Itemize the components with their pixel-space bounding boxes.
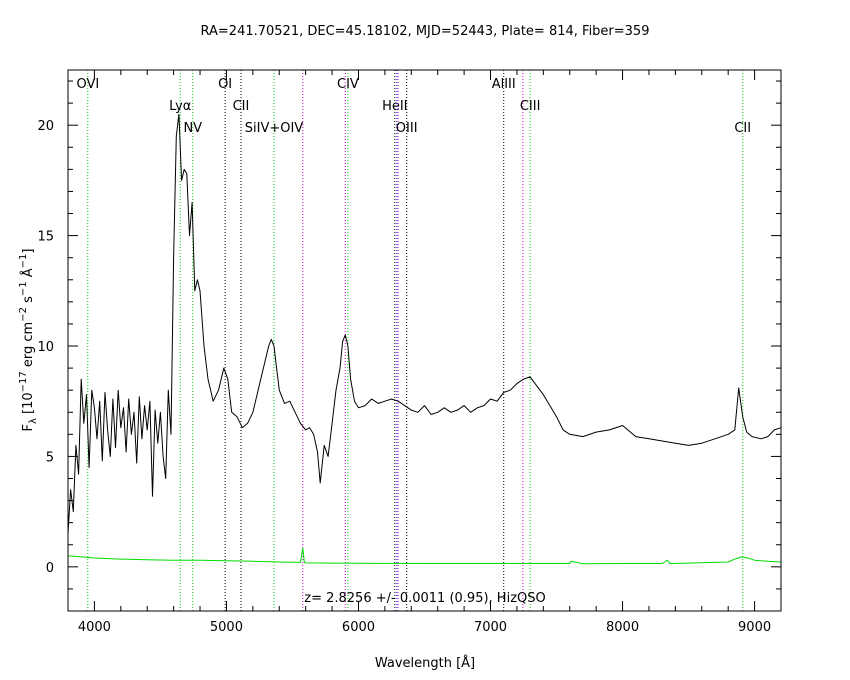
y-tick-label-0: 0 (46, 561, 54, 576)
line-label-cii: CII (734, 121, 751, 136)
y-axis-label-mid1: erg cm (21, 322, 36, 371)
y-tick-label-15: 15 (37, 230, 54, 245)
emission-line-markers: OVILyαNVOICIISiIV+OIVCIVHeIIOIIIAlIIICII… (76, 70, 751, 611)
y-axis-label: Fλ [10−17 erg cm−2 s−1 Å−1] (18, 249, 39, 432)
x-axis-label: Wavelength [Å] (375, 655, 475, 671)
error-series-line (67, 547, 782, 565)
y-axis-label-close: ] (21, 249, 36, 254)
line-label-heii: HeII (382, 99, 407, 114)
y-axis-label-exp2: −2 (18, 307, 29, 322)
line-label-cii: CII (233, 99, 250, 114)
flux-series-line (67, 113, 782, 534)
x-tick-label-7000: 7000 (474, 620, 507, 635)
x-tick-label-8000: 8000 (606, 620, 639, 635)
line-label-oiii: OIII (396, 121, 418, 136)
x-tick-label-4000: 4000 (78, 620, 111, 635)
line-label-aliii: AlIII (492, 77, 516, 92)
line-label-ciii: CIII (520, 99, 541, 114)
y-tick-label-10: 10 (37, 340, 54, 355)
redshift-annotation: z= 2.8256 +/- 0.0011 (0.95), HizQSO (304, 591, 545, 606)
y-axis-label-mid2: s (21, 296, 36, 307)
x-tick-label-5000: 5000 (210, 620, 243, 635)
y-axis-label-mid3: Å (20, 268, 36, 281)
line-label-ly-: Lyα (169, 99, 191, 114)
x-tick-label-9000: 9000 (738, 620, 771, 635)
plot-frame (67, 69, 782, 612)
y-tick-label-20: 20 (37, 119, 54, 134)
line-label-civ: CIV (337, 77, 359, 92)
spectrum-data (67, 113, 782, 565)
y-axis-label-base: F (21, 424, 36, 431)
y-tick-label-5: 5 (46, 450, 54, 465)
y-axis-label-sub: λ (28, 418, 39, 424)
line-label-nv: NV (183, 121, 202, 136)
line-label-ovi: OVI (76, 77, 99, 92)
axes: 4000 5000 6000 7000 8000 9000 0 5 10 15 20 (37, 70, 782, 635)
line-label-oi: OI (218, 77, 232, 92)
y-axis-label-open: [10 (21, 392, 36, 418)
line-label-siiv-oiv: SiIV+OIV (245, 121, 304, 136)
y-axis-label-exp1: −17 (18, 371, 29, 392)
y-axis-label-exp3: −1 (18, 281, 29, 296)
y-axis-label-exp4: −1 (18, 254, 29, 269)
x-tick-label-6000: 6000 (342, 620, 375, 635)
chart-title: RA=241.70521, DEC=45.18102, MJD=52443, P… (201, 24, 650, 39)
